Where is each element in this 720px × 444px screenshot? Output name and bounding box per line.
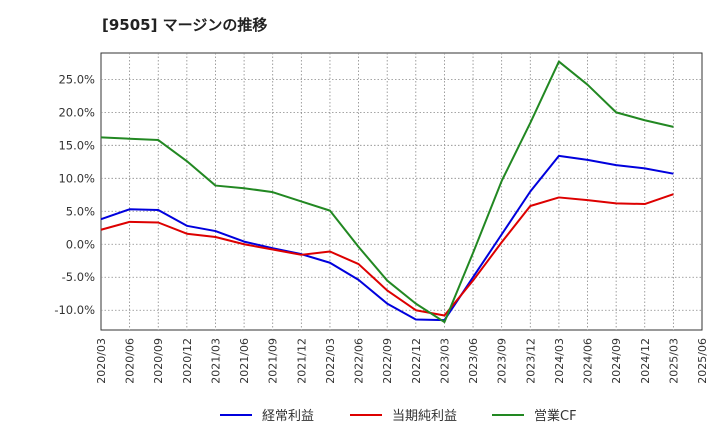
- series-line-2: [100, 193, 674, 317]
- x-tick-label: 2021/06: [238, 338, 251, 384]
- x-tick-label: 2021/03: [209, 338, 222, 384]
- x-tick-label: 2020/03: [95, 338, 108, 384]
- x-tick-label: 2024/06: [582, 338, 595, 384]
- legend-label-3: 営業CF: [534, 408, 577, 424]
- x-tick-label: 2021/09: [267, 338, 280, 384]
- legend-label-2: 当期純利益: [392, 409, 457, 424]
- x-tick-label: 2020/06: [124, 338, 137, 384]
- x-tick-label: 2025/03: [667, 338, 680, 384]
- x-tick-label: 2024/09: [610, 338, 623, 384]
- y-tick-label: -5.0%: [62, 270, 95, 284]
- x-tick-label: 2022/09: [381, 338, 394, 384]
- x-tick-label: 2022/03: [324, 338, 337, 384]
- x-tick-label: 2024/03: [553, 338, 566, 384]
- x-tick-label: 2020/12: [181, 338, 194, 384]
- x-tick-label: 2023/03: [438, 338, 451, 384]
- x-tick-label: 2022/12: [410, 338, 423, 384]
- series-line-1: [100, 154, 674, 322]
- x-tick-label: 2022/06: [353, 338, 366, 384]
- x-tick-label: 2025/06: [696, 338, 709, 384]
- y-tick-label: 20.0%: [58, 105, 95, 119]
- y-tick-label: 25.0%: [58, 72, 95, 86]
- y-axis: 25.0% 20.0% 15.0% 10.0% 5.0% 0.0% -5.0% -10.0%: [54, 72, 95, 317]
- x-tick-label: 2020/09: [152, 338, 165, 384]
- x-tick-label: 2021/12: [295, 338, 308, 384]
- x-tick-label: 2023/06: [467, 338, 480, 384]
- y-tick-label: 0.0%: [66, 237, 95, 251]
- chart-title: [9505] マージンの推移: [102, 16, 268, 34]
- grid-layer: [100, 52, 703, 331]
- y-tick-label: -10.0%: [54, 303, 95, 317]
- legend-label-1: 経常利益: [262, 409, 314, 424]
- x-axis: 2020/03 2020/06 2020/09 2020/12 2021/03 2021/…: [95, 338, 709, 384]
- series-layer: [100, 60, 674, 324]
- x-tick-label: 2023/12: [524, 338, 537, 384]
- y-tick-label: 10.0%: [58, 171, 95, 185]
- y-tick-label: 5.0%: [66, 204, 95, 218]
- y-tick-label: 15.0%: [58, 138, 95, 152]
- legend: 経常利益 当期純利益 営業CF: [220, 408, 577, 424]
- series-line-3: [100, 60, 674, 324]
- x-tick-label: 2023/09: [496, 338, 509, 384]
- plot-frame: [100, 52, 703, 331]
- x-tick-label: 2024/12: [639, 338, 652, 384]
